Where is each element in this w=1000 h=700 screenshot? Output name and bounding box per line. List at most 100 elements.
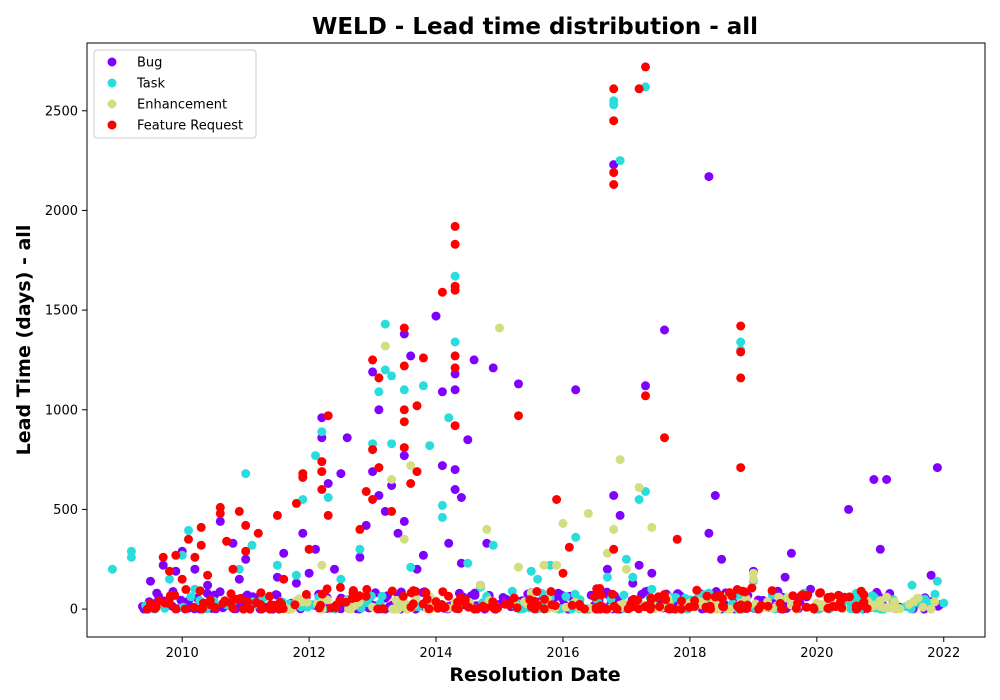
data-point	[184, 525, 193, 535]
data-point	[738, 586, 747, 596]
data-point	[387, 506, 397, 516]
data-point	[488, 540, 498, 550]
data-point	[615, 156, 625, 166]
data-point	[882, 475, 892, 484]
data-point	[609, 168, 619, 178]
data-point	[454, 604, 463, 614]
data-point	[189, 602, 199, 612]
data-point	[272, 560, 282, 570]
data-point	[509, 593, 519, 603]
data-point	[291, 578, 301, 588]
data-point	[561, 592, 571, 601]
data-point	[218, 598, 228, 608]
data-point	[612, 604, 622, 614]
data-point	[488, 598, 498, 608]
data-point	[431, 597, 441, 607]
data-point	[930, 597, 940, 607]
chart-title: WELD - Lead time distribution - all	[312, 14, 758, 40]
data-point	[634, 495, 644, 504]
data-point	[342, 433, 352, 443]
data-point	[507, 586, 517, 596]
data-point	[361, 487, 371, 496]
data-point	[615, 510, 625, 520]
data-point	[628, 572, 638, 582]
data-point	[387, 371, 397, 381]
data-point	[152, 588, 162, 598]
data-point	[190, 552, 200, 562]
data-point	[596, 601, 606, 611]
data-point	[481, 603, 491, 613]
data-point	[808, 603, 818, 613]
data-point	[796, 591, 806, 601]
data-point	[437, 512, 447, 522]
data-point	[387, 586, 397, 596]
data-point	[256, 604, 266, 614]
data-point	[930, 589, 940, 599]
data-point	[241, 554, 251, 564]
data-point	[460, 595, 470, 605]
data-point	[558, 518, 568, 528]
data-point	[558, 568, 568, 578]
data-point	[158, 552, 168, 562]
data-point	[326, 603, 336, 613]
data-point	[743, 600, 752, 610]
data-point	[660, 325, 669, 335]
data-point	[158, 560, 168, 570]
data-point	[437, 500, 447, 510]
data-point	[828, 601, 838, 611]
data-point	[245, 604, 255, 614]
data-point	[393, 528, 403, 538]
data-point	[418, 353, 428, 363]
x-tick-label: 2018	[673, 646, 706, 661]
data-point	[533, 574, 543, 584]
data-point	[608, 589, 617, 599]
data-point	[570, 589, 580, 599]
data-point	[660, 433, 669, 443]
y-tick-label: 2500	[45, 104, 78, 119]
y-tick-label: 500	[53, 503, 78, 518]
data-point	[323, 510, 333, 520]
data-point	[609, 116, 619, 126]
data-point	[692, 585, 702, 595]
data-point	[330, 564, 339, 574]
legend-label: Feature Request	[137, 119, 243, 134]
data-point	[399, 417, 409, 427]
data-point	[545, 560, 555, 570]
data-point	[450, 239, 460, 249]
y-tick-label: 1500	[45, 304, 78, 319]
data-point	[279, 548, 289, 558]
data-point	[665, 603, 675, 613]
data-point	[539, 560, 549, 570]
data-point	[171, 550, 181, 560]
data-point	[368, 445, 378, 455]
data-point	[540, 594, 549, 604]
data-point	[634, 84, 644, 94]
data-point	[412, 401, 422, 411]
data-point	[844, 504, 854, 514]
data-point	[177, 550, 187, 560]
data-point	[532, 587, 542, 596]
data-point	[126, 552, 136, 562]
data-point	[177, 574, 187, 584]
data-point	[736, 463, 746, 473]
data-point	[399, 405, 409, 415]
data-point	[406, 351, 416, 361]
data-point	[450, 221, 460, 231]
data-point	[291, 498, 301, 508]
data-point	[609, 491, 619, 500]
data-point	[176, 595, 186, 605]
data-point	[323, 493, 333, 502]
data-point	[206, 600, 216, 610]
data-point	[311, 544, 320, 554]
data-point	[747, 583, 757, 593]
data-point	[380, 506, 390, 516]
data-point	[107, 564, 117, 574]
data-point	[851, 604, 861, 614]
data-point	[704, 172, 714, 182]
data-point	[377, 591, 387, 601]
data-point	[272, 510, 282, 520]
data-point	[239, 604, 248, 614]
data-point	[533, 600, 543, 610]
data-point	[380, 341, 390, 351]
